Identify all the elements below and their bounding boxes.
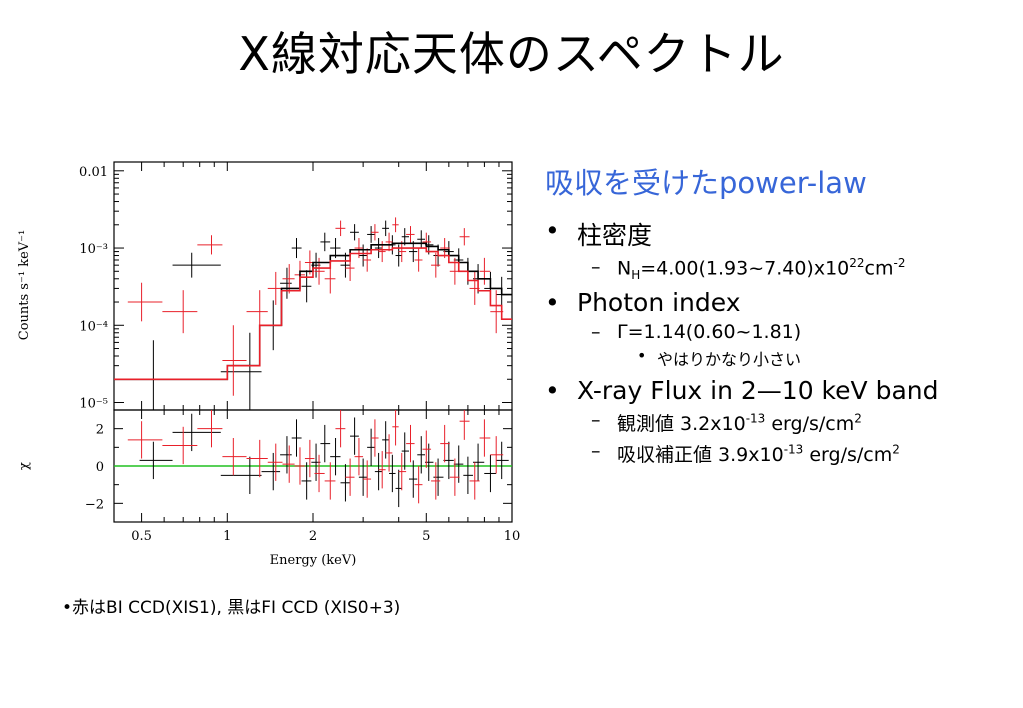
- corrected-flux-number: 吸収補正値 3.9x10: [617, 444, 784, 467]
- bullet-icon: •: [545, 216, 560, 245]
- bullet-flux: • X-ray Flux in 2—10 keV band: [545, 376, 1015, 405]
- dash-icon: –: [591, 440, 601, 463]
- model-heading: 吸収を受けたpower-law: [545, 166, 867, 200]
- corrected-flux: – 吸収補正値 3.9x10-13 erg/s/cm2: [545, 440, 1015, 467]
- gamma-note-text: やはりかなり小さい: [657, 350, 802, 370]
- y-tick-label: 10⁻⁴: [79, 319, 108, 334]
- observed-flux-unit-exponent: 2: [854, 411, 862, 426]
- residual-y-axis-title: χ: [17, 462, 32, 470]
- right-column: 吸収を受けたpower-law • 柱密度 – NH=4.00(1.93~7.40)…: [545, 160, 1015, 467]
- bullet-icon: •: [545, 288, 560, 318]
- bullet-icon: •: [545, 376, 560, 406]
- y-tick-label: −2: [85, 497, 104, 512]
- observed-flux-unit: erg/s/cm: [765, 413, 855, 436]
- nh-value: – NH=4.00(1.93~7.40)x1022cm-2: [545, 256, 1015, 282]
- nh-exponent: 22: [849, 256, 865, 270]
- model-histogram: [114, 247, 512, 381]
- x-tick-label: 1: [223, 529, 231, 544]
- bullet-column-density: • 柱密度: [545, 216, 1015, 252]
- dash-icon: –: [591, 256, 601, 278]
- x-tick-label: 10: [504, 529, 521, 544]
- dash-icon: –: [591, 409, 601, 432]
- observed-flux: – 観測値 3.2x10-13 erg/s/cm2: [545, 409, 1015, 436]
- corrected-flux-exponent: -13: [783, 442, 804, 457]
- flux-label: X-ray Flux in 2—10 keV band: [577, 376, 939, 406]
- spectrum-chart: 0.01 10⁻³ 10⁻⁴ 10⁻⁵ 2 0 −2 0.5 1 2 5 10 Energy (k…: [17, 161, 521, 568]
- nh-subscript: H: [631, 268, 641, 283]
- observed-flux-number: 観測値 3.2x10: [617, 413, 746, 436]
- spectrum-frame: [113, 161, 513, 411]
- y-tick-label: 0: [96, 460, 104, 475]
- y-tick-label: 0.01: [79, 165, 108, 180]
- y-tick-label: 10⁻⁵: [79, 397, 108, 412]
- y-tick-label: 2: [96, 423, 104, 438]
- spectrum-panel: 0.01 10⁻³ 10⁻⁴ 10⁻⁵: [79, 161, 513, 412]
- dash-icon: –: [591, 321, 601, 344]
- nh-unit-exponent: -2: [893, 256, 906, 270]
- x-tick-label: 0.5: [131, 529, 152, 544]
- nh-number: =4.00(1.93~7.40)x10: [640, 257, 850, 280]
- gamma-text: Γ=1.14(0.60~1.81): [617, 321, 802, 344]
- residual-panel: 2 0 −2: [85, 409, 513, 523]
- bullet-photon-index: • Photon index: [545, 288, 1015, 317]
- model-histogram: [114, 242, 512, 381]
- nh-unit: cm: [864, 257, 894, 280]
- bullet-icon: •: [637, 346, 647, 366]
- x-tick-label: 5: [422, 529, 430, 544]
- color-legend-note: •赤はBI CCD(XIS1), 黒はFI CCD (XIS0+3): [62, 598, 401, 618]
- nh-symbol: N: [617, 257, 632, 280]
- spectrum-y-axis-title: Counts s⁻¹ keV⁻¹: [17, 230, 32, 340]
- slide-title: X線対応天体のスペクトル: [238, 27, 785, 81]
- observed-flux-exponent: -13: [745, 411, 766, 426]
- gamma-note: • やはりかなり小さい: [545, 346, 1015, 370]
- corrected-flux-unit-exponent: 2: [892, 442, 900, 457]
- x-axis-title: Energy (keV): [270, 553, 357, 568]
- x-axis: 0.5 1 2 5 10: [113, 162, 521, 544]
- y-tick-label: 10⁻³: [79, 242, 108, 257]
- column-density-label: 柱密度: [577, 221, 653, 250]
- gamma-value: – Γ=1.14(0.60~1.81): [545, 321, 1015, 343]
- x-tick-label: 2: [309, 529, 317, 544]
- photon-index-label: Photon index: [577, 288, 741, 318]
- corrected-flux-unit: erg/s/cm: [803, 444, 893, 467]
